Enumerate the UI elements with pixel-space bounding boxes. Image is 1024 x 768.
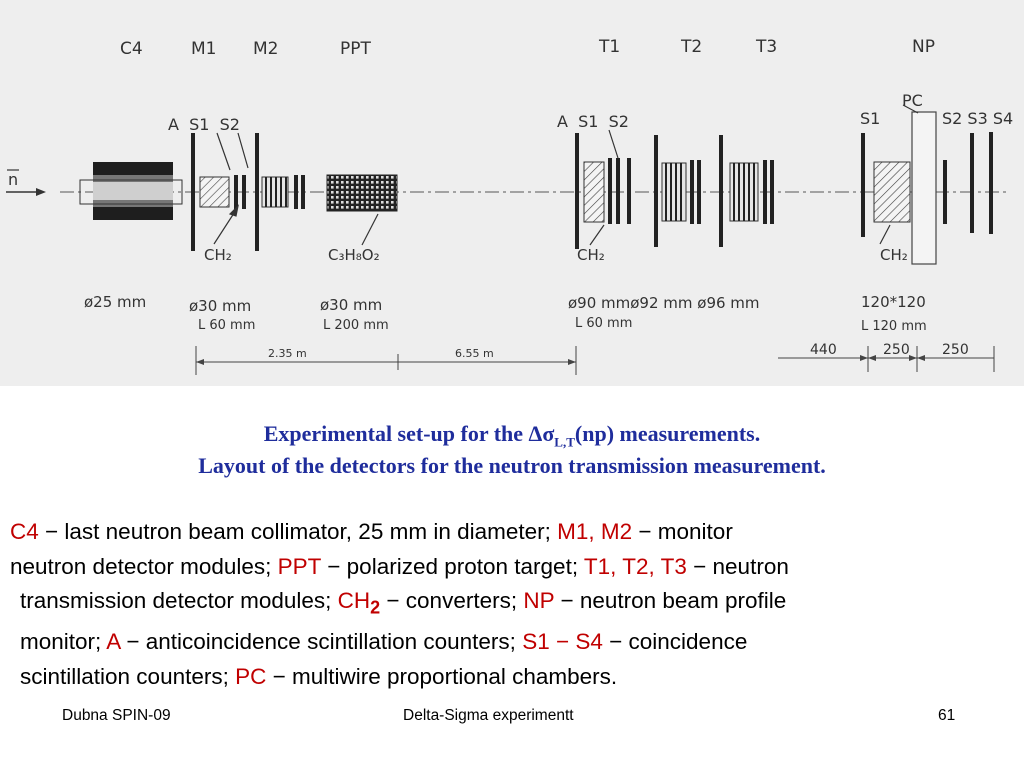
np-size: 120*120: [861, 293, 926, 311]
module-label-m1: M1: [191, 39, 216, 59]
distance-arrows: [196, 355, 925, 365]
counter-labels-mid: A S1 S2: [557, 112, 629, 131]
key-pc: PC: [235, 663, 267, 689]
key-m: M1, M2: [557, 519, 633, 544]
caption-line-2: Layout of the detectors for the neutron …: [198, 453, 826, 478]
module-label-t2: T2: [680, 37, 702, 57]
legend-line-1: C4 − last neutron beam collimator, 25 mm…: [10, 515, 1020, 550]
page-number: 61: [938, 707, 956, 724]
caption-pre: Experimental set-up for the: [263, 421, 529, 446]
counter-labels-s234: S2 S3 S4: [942, 109, 1013, 128]
text-s: − coincidence: [602, 629, 748, 654]
key-a: A: [106, 629, 121, 654]
text-c4: − last neutron beam collimator, 25 mm in…: [38, 519, 558, 544]
distance-label-3: 440: [810, 342, 837, 358]
key-np: NP: [523, 588, 555, 613]
ppt-length: L 200 mm: [323, 318, 389, 333]
module-label-c4: C4: [120, 39, 143, 59]
footer-left: Dubna SPIN-09: [62, 707, 171, 724]
module-label-t3: T3: [755, 37, 777, 57]
distance-label-4: 250: [883, 342, 910, 358]
label-pointers: [213, 204, 891, 246]
t-diameters: ø90 mmø92 mm ø96 mm: [568, 294, 760, 312]
c4-diameter: ø25 mm: [84, 293, 146, 311]
counter-labels-left: A S1 S2: [168, 115, 240, 134]
legend-line-2: neutron detector modules; PPT − polarize…: [10, 550, 1020, 585]
converter-label-np: CH₂: [880, 246, 908, 264]
ppt-diameter: ø30 mm: [320, 296, 382, 314]
distance-label-5: 250: [942, 342, 969, 358]
module-label-m2: M2: [253, 39, 278, 59]
beam-arrow-head: [36, 188, 46, 196]
converter-label-m: CH₂: [204, 246, 232, 264]
polarized-target: [326, 174, 398, 212]
text-s-2: scintillation counters;: [20, 663, 236, 689]
text-t: − neutron: [686, 553, 789, 579]
text-t-2: transmission detector modules;: [20, 588, 338, 613]
text-ch: − converters;: [380, 588, 524, 613]
text-np-2: monitor;: [20, 629, 107, 654]
module-label-ppt: PPT: [340, 39, 372, 59]
key-c4: C4: [10, 519, 39, 544]
counter-label-s1: S1: [860, 109, 880, 128]
text-np: − neutron beam profile: [554, 588, 787, 613]
caption-post: (np) measurements.: [574, 421, 761, 446]
target-label: C₃H₈O₂: [328, 246, 380, 264]
np-length: L 120 mm: [861, 319, 927, 334]
distance-label-1: 2.35 m: [268, 347, 307, 360]
m-diameter: ø30 mm: [189, 297, 251, 315]
key-ch: CH: [337, 588, 371, 613]
caption-subscript: L,T: [554, 434, 575, 450]
m-length: L 60 mm: [198, 318, 255, 333]
text-m-2: neutron detector modules;: [10, 553, 278, 579]
t-length: L 60 mm: [575, 316, 632, 331]
key-s: S1 − S4: [522, 629, 603, 654]
collimator-c4: [79, 162, 183, 220]
legend-line-3: transmission detector modules; CH2 − con…: [10, 584, 1020, 625]
module-label-t1: T1: [598, 37, 620, 57]
distance-scale: [195, 346, 995, 375]
distance-label-2: 6.55 m: [455, 347, 494, 360]
counter-label-pc: PC: [902, 91, 923, 110]
footer-center: Delta-Sigma experimentt: [403, 707, 574, 724]
caption-symbol: Δσ: [528, 421, 555, 446]
legend-text: C4 − last neutron beam collimator, 25 mm…: [10, 515, 1020, 694]
profile-monitor-np: [861, 104, 993, 265]
transmission-modules: [575, 129, 774, 249]
beam-symbol: n: [8, 170, 18, 189]
monitor-group: [191, 132, 305, 251]
converter-label-t: CH₂: [577, 246, 605, 264]
text-m: − monitor: [632, 519, 733, 544]
legend-line-5: scintillation counters; PC − multiwire p…: [10, 660, 1020, 695]
key-ppt: PPT: [277, 553, 322, 579]
text-ppt: − polarized proton target;: [321, 553, 584, 579]
text-pc: − multiwire proportional chambers.: [266, 663, 618, 689]
detector-layout-diagram: C4 M1 M2 PPT T1 T2 T3 NP A S1 S2 A S1 S2…: [0, 0, 1024, 386]
module-label-np: NP: [912, 37, 935, 57]
caption-line-1: Experimental set-up for the ΔσL,T(np) me…: [0, 421, 1024, 450]
key-t: T1, T2, T3: [583, 553, 687, 579]
text-a: − anticoincidence scintillation counters…: [120, 629, 523, 654]
key-ch-sub: 2: [370, 597, 381, 618]
legend-line-4: monitor; A − anticoincidence scintillati…: [10, 625, 1020, 660]
